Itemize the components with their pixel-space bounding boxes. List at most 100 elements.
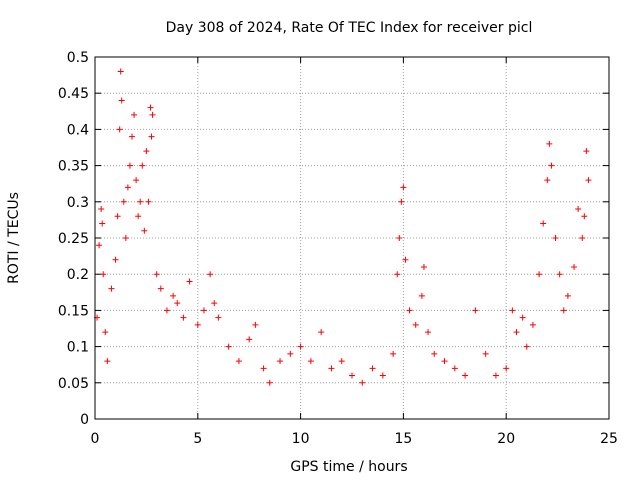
x-tick-label: 10: [292, 431, 310, 447]
y-tick-label: 0: [80, 412, 89, 428]
chart-title: Day 308 of 2024, Rate Of TEC Index for r…: [166, 20, 533, 36]
data-point: [135, 213, 142, 220]
x-axis: 0 5 10 15 20 25: [91, 57, 618, 447]
data-point: [124, 184, 131, 191]
data-point: [462, 372, 469, 379]
data-point: [287, 350, 294, 357]
plot-frame: [94, 56, 610, 420]
data-point: [235, 358, 242, 365]
y-tick-label: 0.15: [58, 303, 89, 319]
data-point: [100, 271, 107, 278]
data-point: [575, 206, 582, 213]
data-point: [369, 365, 376, 372]
data-point: [252, 321, 259, 328]
data-point: [149, 111, 156, 118]
data-point: [390, 350, 397, 357]
data-point: [328, 365, 335, 372]
data-point: [96, 242, 103, 249]
data-point: [425, 329, 432, 336]
data-point: [398, 198, 405, 205]
data-series: [94, 68, 592, 386]
data-point: [186, 278, 193, 285]
data-point: [137, 198, 144, 205]
y-tick-label: 0.05: [58, 376, 89, 392]
data-point: [180, 314, 187, 321]
data-point: [133, 177, 140, 184]
data-point: [564, 292, 571, 299]
y-tick-label: 0.35: [58, 159, 89, 175]
data-point: [338, 358, 345, 365]
data-point: [116, 126, 123, 133]
data-point: [200, 307, 207, 314]
y-tick-label: 0.5: [67, 50, 89, 66]
y-axis-label: ROTI / TECUs: [6, 192, 22, 284]
data-point: [556, 271, 563, 278]
data-point: [318, 329, 325, 336]
data-point: [170, 292, 177, 299]
data-point: [400, 184, 407, 191]
data-point: [117, 68, 124, 75]
data-point: [349, 372, 355, 379]
data-point: [359, 379, 366, 386]
data-point: [546, 140, 553, 147]
data-point: [157, 285, 164, 292]
data-point: [503, 365, 510, 372]
data-point: [131, 111, 138, 118]
data-point: [583, 148, 590, 155]
data-point: [579, 235, 586, 241]
x-tick-label: 0: [91, 431, 100, 447]
data-point: [585, 177, 592, 184]
data-point: [147, 104, 154, 111]
data-point: [482, 350, 489, 357]
data-point: [402, 256, 409, 263]
data-point: [266, 379, 273, 386]
x-tick-label: 20: [497, 431, 515, 447]
data-point: [225, 343, 232, 350]
data-point: [581, 213, 588, 220]
data-point: [529, 321, 536, 328]
data-point: [519, 314, 526, 321]
x-axis-label: GPS time / hours: [290, 459, 407, 475]
data-point: [99, 220, 106, 227]
x-tick-label: 25: [600, 431, 618, 447]
data-point: [560, 307, 567, 314]
data-point: [211, 300, 218, 307]
data-point: [523, 343, 530, 350]
data-point: [163, 307, 170, 314]
data-point: [509, 307, 516, 314]
data-point: [174, 300, 181, 307]
data-point: [297, 343, 304, 350]
data-point: [431, 350, 438, 357]
y-tick-label: 0.25: [58, 231, 89, 247]
data-point: [441, 358, 448, 365]
data-point: [307, 358, 314, 365]
data-point: [148, 133, 155, 140]
y-tick-label: 0.3: [67, 195, 89, 211]
data-point: [260, 365, 267, 372]
data-point: [129, 133, 136, 140]
data-point: [112, 256, 119, 263]
data-point: [492, 372, 499, 379]
data-point: [120, 198, 127, 205]
data-point: [141, 227, 148, 234]
data-point: [215, 314, 222, 321]
data-point: [552, 235, 559, 241]
data-point: [513, 329, 520, 336]
data-point: [145, 198, 152, 205]
data-point: [412, 321, 419, 328]
y-tick-label: 0.2: [67, 267, 89, 283]
data-point: [153, 271, 160, 278]
data-point: [108, 285, 115, 292]
data-point: [207, 271, 214, 278]
data-point: [536, 271, 543, 278]
x-tick-label: 15: [394, 431, 412, 447]
data-point: [472, 307, 479, 314]
data-point: [548, 162, 555, 169]
data-point: [246, 336, 253, 343]
x-tick-label: 5: [193, 431, 202, 447]
data-point: [394, 271, 401, 278]
data-point: [420, 263, 427, 270]
data-point: [114, 213, 121, 220]
data-point: [118, 97, 125, 104]
